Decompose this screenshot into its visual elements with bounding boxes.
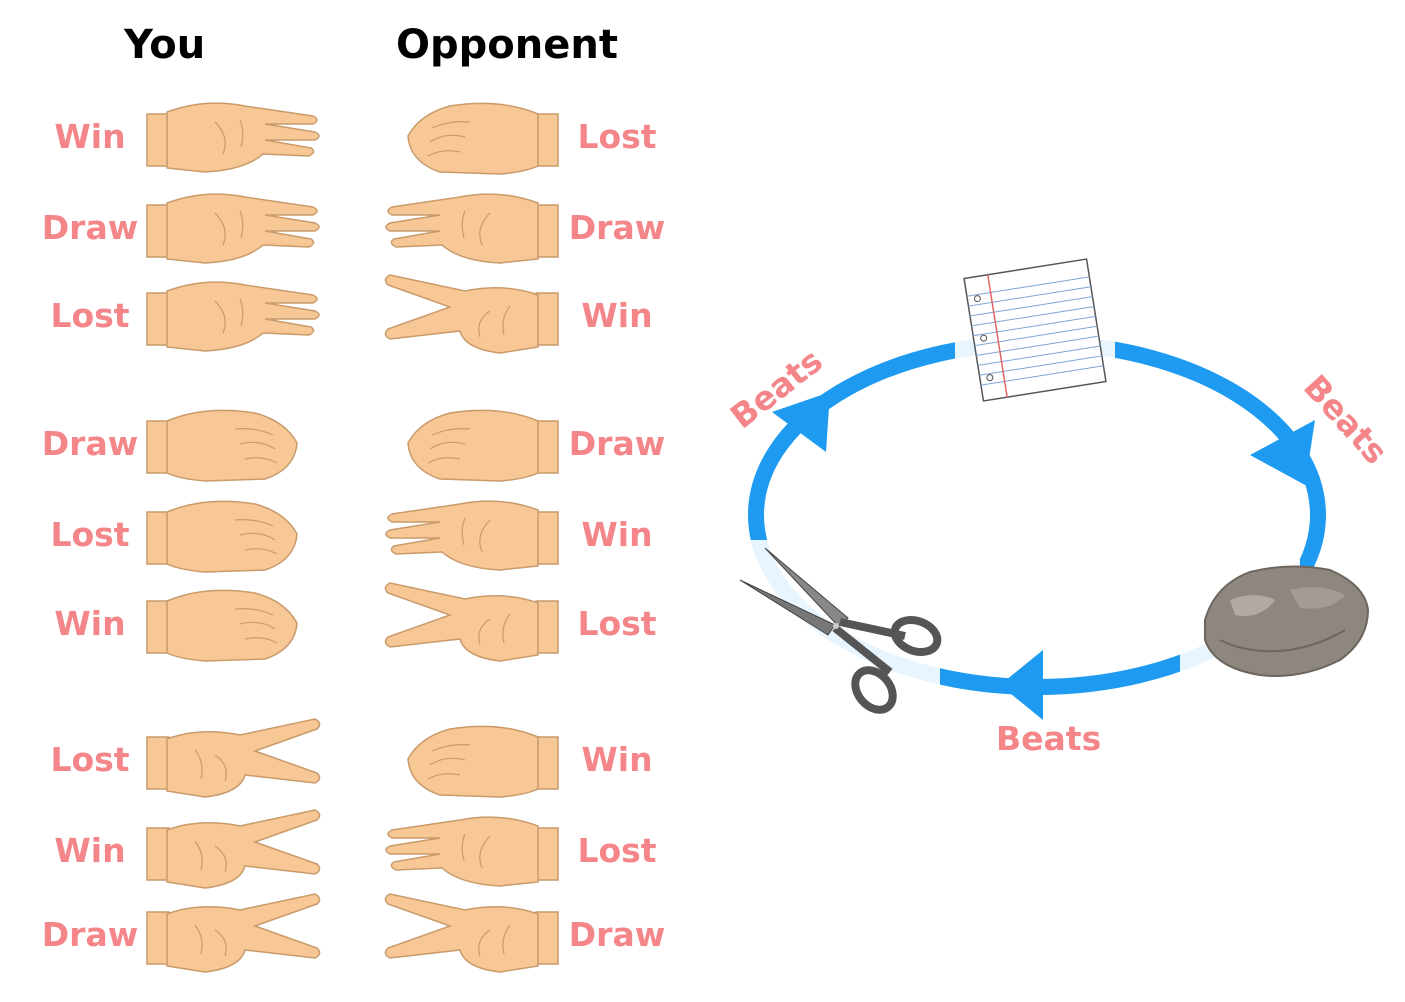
opponent-hand-scissors-icon xyxy=(384,582,559,662)
arrow-scissors-to-paper xyxy=(772,392,830,452)
you-hand-rock-icon xyxy=(146,409,298,482)
you-result-label: Win xyxy=(54,831,126,870)
you-result-label: Draw xyxy=(41,424,139,463)
opponent-hand-paper-icon xyxy=(385,193,559,264)
you-hand-paper-icon xyxy=(146,193,320,264)
opponent-result-label: Win xyxy=(581,740,653,779)
you-hand-scissors-icon xyxy=(146,718,321,798)
you-hand-rock-icon xyxy=(146,500,298,573)
you-result-label: Draw xyxy=(41,208,139,247)
opponent-hand-rock-icon xyxy=(407,409,559,482)
you-header: You xyxy=(124,22,206,68)
beats-label-paper-rock: Beats xyxy=(1296,367,1395,471)
paper-icon xyxy=(963,258,1107,402)
you-result-label: Win xyxy=(54,604,126,643)
arrow-paper-to-rock xyxy=(1250,420,1315,485)
opponent-result-label: Draw xyxy=(568,915,666,954)
you-result-label: Draw xyxy=(41,915,139,954)
arrow-rock-to-scissors xyxy=(1000,650,1043,720)
you-result-label: Win xyxy=(54,117,126,156)
you-result-label: Lost xyxy=(50,740,130,779)
opponent-hand-scissors-icon xyxy=(384,893,559,973)
opponent-hand-rock-icon xyxy=(407,725,559,798)
opponent-result-label: Lost xyxy=(577,604,657,643)
opponent-hand-paper-icon xyxy=(385,816,559,887)
opponent-result-label: Draw xyxy=(568,208,666,247)
you-hand-paper-icon xyxy=(146,281,320,352)
you-hand-scissors-icon xyxy=(146,893,321,973)
beats-label-rock-scissors: Beats xyxy=(996,719,1101,758)
opponent-result-label: Lost xyxy=(577,117,657,156)
opponent-result-label: Lost xyxy=(577,831,657,870)
opponent-hand-paper-icon xyxy=(385,500,559,571)
you-hand-paper-icon xyxy=(146,102,320,173)
you-hand-scissors-icon xyxy=(146,809,321,889)
opponent-result-label: Win xyxy=(581,296,653,335)
opponent-header: Opponent xyxy=(396,22,618,68)
opponent-hand-scissors-icon xyxy=(384,274,559,354)
you-hand-rock-icon xyxy=(146,589,298,662)
opponent-result-label: Draw xyxy=(568,424,666,463)
scissors-icon xyxy=(739,547,942,714)
you-result-label: Lost xyxy=(50,296,130,335)
cycle-diagram: Beats Beats Beats xyxy=(723,258,1395,758)
opponent-hand-rock-icon xyxy=(407,102,559,175)
opponent-result-label: Win xyxy=(581,515,653,554)
you-result-label: Lost xyxy=(50,515,130,554)
rock-icon xyxy=(1204,565,1370,677)
